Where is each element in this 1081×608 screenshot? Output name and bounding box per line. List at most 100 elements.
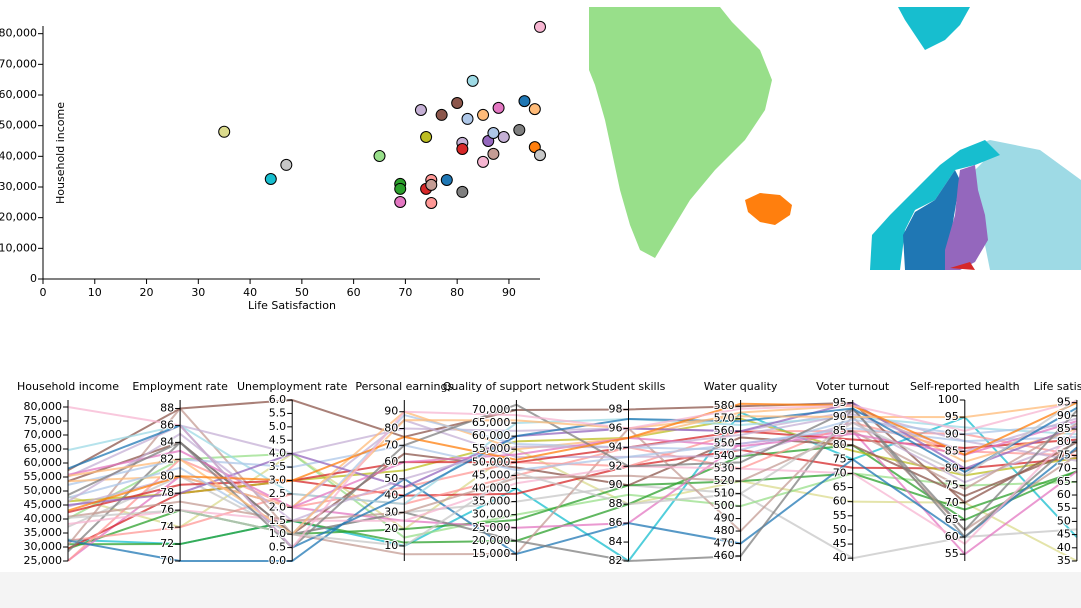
region[interactable] [589, 7, 772, 258]
point[interactable] [487, 127, 500, 140]
axis-title[interactable]: Quality of support network [443, 380, 591, 393]
point[interactable] [425, 178, 438, 191]
point[interactable] [456, 142, 469, 155]
point[interactable] [497, 131, 510, 144]
tick-label: 75 [1057, 448, 1071, 461]
tick-label: 80,000 [24, 400, 63, 413]
tick-label: 0.5 [269, 541, 287, 554]
line[interactable] [67, 446, 1078, 562]
y-tick-label: 20,000 [0, 211, 37, 224]
tick-label: 55 [1057, 501, 1071, 514]
point[interactable] [513, 123, 526, 136]
tick-label: 500 [714, 499, 735, 512]
footer-band [0, 572, 1081, 608]
tick-label: 560 [714, 424, 735, 437]
point[interactable] [492, 101, 505, 114]
tick-label: 50 [1057, 514, 1071, 527]
line[interactable] [67, 406, 1078, 563]
x-tick-label: 60 [347, 286, 361, 299]
tick-label: 84 [609, 535, 623, 548]
axis-title[interactable]: Life satisfaction [1034, 380, 1081, 393]
tick-label: 75 [833, 452, 847, 465]
line[interactable] [67, 401, 1078, 536]
point[interactable] [280, 158, 293, 171]
tick-label: 2.0 [269, 500, 287, 513]
tick-label: 70 [160, 554, 174, 567]
point[interactable] [414, 104, 427, 117]
axis-title[interactable]: Student skills [592, 380, 666, 393]
line[interactable] [67, 403, 1078, 549]
line[interactable] [67, 428, 1078, 546]
region[interactable] [745, 193, 792, 225]
tick-label: 85 [945, 444, 959, 457]
axis-title[interactable]: Personal earnings [355, 380, 453, 393]
point[interactable] [373, 150, 386, 163]
line[interactable] [67, 399, 1078, 547]
point[interactable] [435, 108, 448, 121]
point[interactable] [466, 74, 479, 87]
tick-label: 72 [160, 537, 174, 550]
point[interactable] [394, 196, 407, 209]
tick-label: 6.0 [269, 393, 287, 406]
tick-label: 65 [1057, 475, 1071, 488]
tick-label: 480 [714, 524, 735, 537]
axis-title[interactable]: Water quality [704, 380, 778, 393]
line[interactable] [67, 401, 1078, 512]
point[interactable] [420, 131, 433, 144]
point[interactable] [425, 196, 438, 209]
tick-label: 90 [1057, 409, 1071, 422]
tick-label: 30,000 [472, 508, 511, 521]
tick-label: 80 [945, 462, 959, 475]
tick-label: 45 [1057, 528, 1071, 541]
region[interactable] [945, 165, 988, 270]
point[interactable] [440, 173, 453, 186]
tick-label: 82 [609, 554, 623, 567]
region[interactable] [870, 140, 1000, 270]
line[interactable] [67, 401, 1078, 506]
tick-label: 100 [938, 393, 959, 406]
tick-label: 96 [609, 421, 623, 434]
tick-label: 40 [1057, 541, 1071, 554]
line[interactable] [67, 452, 1077, 539]
region[interactable] [960, 140, 1081, 270]
line[interactable] [67, 422, 1078, 522]
x-tick-label: 80 [450, 286, 464, 299]
point[interactable] [534, 149, 546, 162]
point[interactable] [487, 147, 500, 160]
axis-title[interactable]: Household income [17, 380, 119, 393]
point[interactable] [461, 112, 474, 125]
line[interactable] [67, 413, 1078, 522]
x-tick-label: 50 [295, 286, 309, 299]
region[interactable] [898, 7, 970, 50]
region[interactable] [903, 170, 960, 270]
y-tick-label: 60,000 [0, 88, 37, 101]
point[interactable] [218, 125, 231, 138]
point[interactable] [477, 155, 490, 168]
point[interactable] [534, 20, 546, 33]
line[interactable] [67, 444, 1078, 546]
tick-label: 55,000 [24, 470, 63, 483]
tick-label: 65,000 [24, 442, 63, 455]
axis-title[interactable]: Employment rate [132, 380, 228, 393]
tick-label: 25,000 [472, 521, 511, 534]
line[interactable] [67, 400, 1078, 550]
point[interactable] [456, 185, 469, 198]
tick-label: 88 [160, 401, 174, 414]
region[interactable] [950, 262, 975, 270]
point[interactable] [394, 182, 407, 195]
axis-title[interactable]: Voter turnout [816, 380, 890, 393]
axis-title[interactable]: Unemployment rate [237, 380, 348, 393]
tick-label: 5.5 [269, 406, 287, 419]
tick-label: 88 [609, 497, 623, 510]
point[interactable] [451, 96, 464, 109]
line[interactable] [67, 475, 1077, 560]
point[interactable] [518, 95, 531, 108]
point[interactable] [528, 103, 541, 116]
point[interactable] [477, 108, 490, 121]
x-tick-label: 70 [398, 286, 412, 299]
map [589, 7, 1081, 270]
axis-title[interactable]: Self-reported health [910, 380, 1020, 393]
point[interactable] [264, 173, 277, 186]
tick-label: 80 [1057, 435, 1071, 448]
tick-label: 530 [714, 462, 735, 475]
